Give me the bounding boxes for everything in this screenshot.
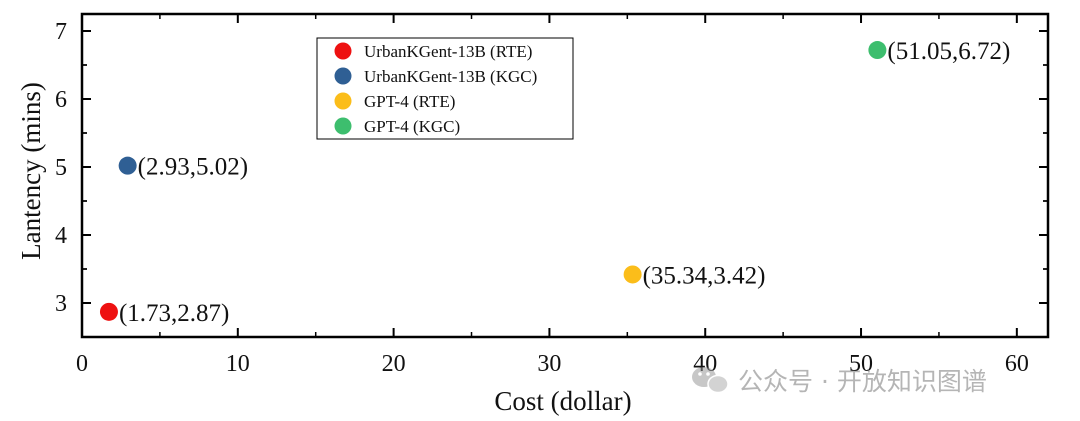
legend-marker xyxy=(334,92,352,110)
legend-label: UrbanKGent-13B (KGC) xyxy=(364,67,537,86)
points-layer: (1.73,2.87) (2.93,5.02) (35.34,3.42) (51.05… xyxy=(99,38,1010,327)
watermark: 公众号 · 开放知识图谱 xyxy=(692,367,987,396)
watermark-text: 公众号 · 开放知识图谱 xyxy=(738,367,987,396)
plot-frame xyxy=(80,12,1050,339)
x-axis-title: Cost (dollar) xyxy=(494,386,631,416)
data-point xyxy=(99,302,118,321)
legend-label: UrbanKGent-13B (RTE) xyxy=(364,42,532,61)
y-axis-title: Lantency (mins) xyxy=(16,82,46,260)
legend-marker xyxy=(334,42,352,60)
x-tick-label: 10 xyxy=(226,351,250,377)
data-label: (1.73,2.87) xyxy=(119,300,229,327)
y-tick-label: 7 xyxy=(55,19,67,45)
data-label: (2.93,5.02) xyxy=(138,154,248,181)
legend-box xyxy=(316,37,574,140)
data-point xyxy=(623,265,642,284)
data-point xyxy=(118,156,137,175)
y-tick-label: 5 xyxy=(55,155,67,181)
x-tick-label: 30 xyxy=(537,351,561,377)
x-tick-label: 50 xyxy=(849,351,873,377)
legend-label: GPT-4 (RTE) xyxy=(364,92,455,111)
wechat-icon xyxy=(692,367,729,394)
data-label: (51.05,6.72) xyxy=(887,38,1010,65)
y-tick-label: 6 xyxy=(55,87,67,113)
data-label: (35.34,3.42) xyxy=(643,262,766,289)
legend: UrbanKGent-13B (RTE) UrbanKGent-13B (KGC)… xyxy=(316,37,574,140)
x-tick-label: 20 xyxy=(382,351,406,377)
legend-marker xyxy=(334,67,352,85)
data-point xyxy=(868,41,887,60)
legend-label: GPT-4 (KGC) xyxy=(364,117,460,136)
legend-marker xyxy=(334,117,352,135)
x-tick-label: 0 xyxy=(76,351,88,377)
y-tick-label: 4 xyxy=(55,223,67,249)
y-tick-label: 3 xyxy=(55,291,67,317)
x-tick-label: 60 xyxy=(1005,351,1029,377)
